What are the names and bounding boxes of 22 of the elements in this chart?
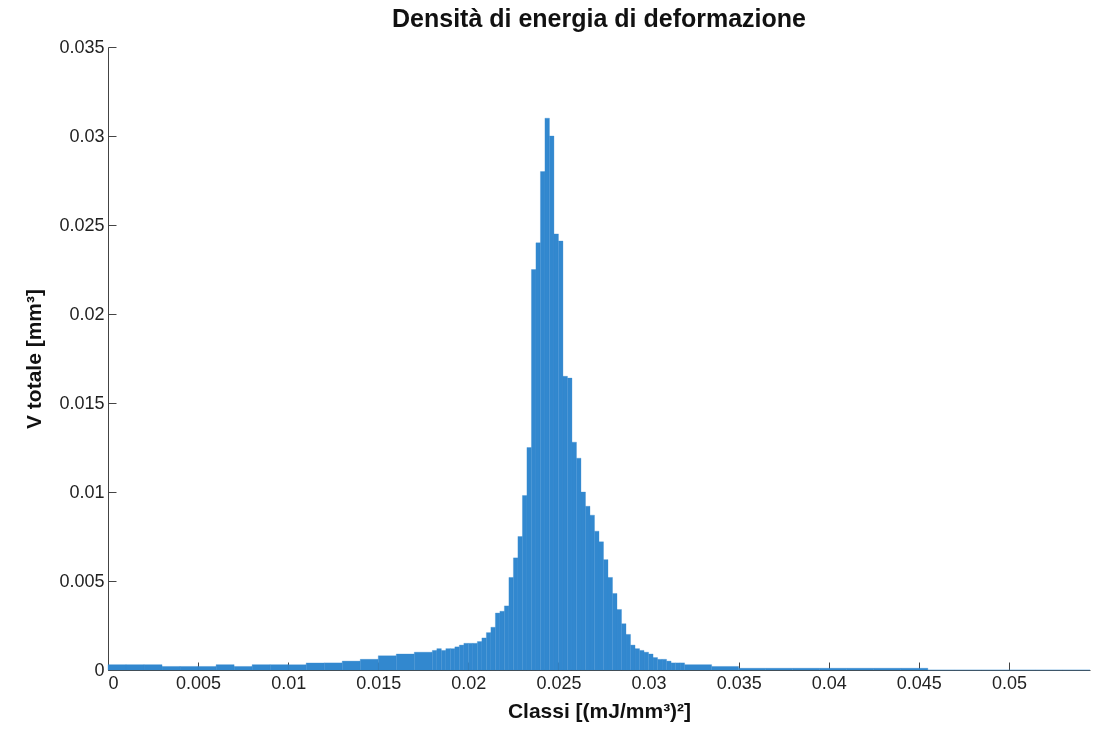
x-tick-label: 0.035 [716,672,762,693]
x-axis-title: Classi [(mJ/mm³)²] [507,698,692,722]
x-tick-label: 0.04 [811,672,847,693]
y-tick-label: 0.01 [69,481,105,502]
x-tick-label: 0.01 [271,672,307,693]
x-tick-label: 0.015 [356,672,402,693]
x-tick-label: 0.045 [896,672,942,693]
y-axis-title: V totale [mm³] [22,288,46,430]
x-tick-label: 0.02 [451,672,487,693]
y-tick-label: 0.03 [69,125,105,146]
x-tick-label: 0 [108,672,119,693]
x-tick-label: 0.025 [536,672,582,693]
x-tick-label: 0.05 [991,672,1027,693]
x-tick-label: 0.03 [631,672,667,693]
y-tick-label: 0 [94,659,105,680]
y-tick-label: 0.005 [59,570,105,591]
chart-title: Densità di energia di deformazione [392,4,807,32]
y-tick-label: 0.025 [59,214,105,235]
x-tick-label: 0.005 [176,672,222,693]
y-tick-label: 0.02 [69,303,105,324]
y-tick-label: 0.035 [59,36,105,57]
y-tick-label: 0.015 [59,392,105,413]
